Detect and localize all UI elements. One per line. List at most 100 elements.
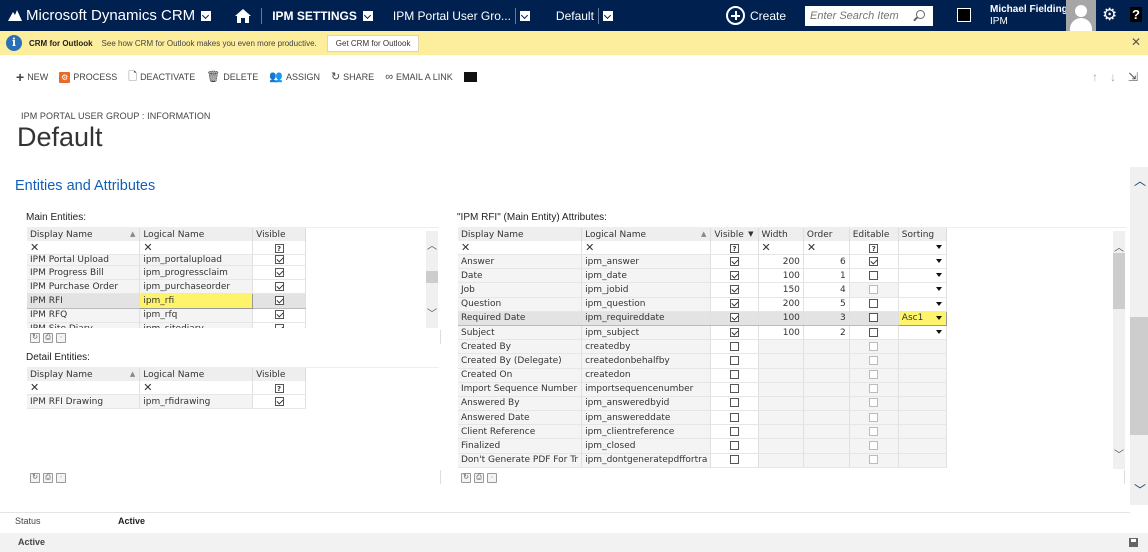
sorting-select[interactable]: Asc1 [897,310,948,326]
width-cell[interactable]: 100 [758,325,804,341]
table-row[interactable]: IPM Progress Bill ipm_progressclaim [27,265,306,281]
next-record-icon[interactable]: ↓ [1109,70,1116,84]
table-row[interactable]: Finalized ipm_closed [458,438,948,454]
clear-filter-icon[interactable]: ✕ [581,241,712,255]
popout-icon[interactable]: ⇲ [1127,70,1138,84]
more-commands-button[interactable] [463,72,480,82]
table-row[interactable]: Don't Generate PDF For Tr ipm_dontgenerat… [458,453,948,468]
help-icon[interactable]: ? [1130,7,1142,22]
sorting-select[interactable] [898,282,948,298]
refresh-icon[interactable]: ↻ [30,333,40,343]
width-cell[interactable]: 100 [758,268,804,284]
order-cell[interactable]: 3 [803,310,850,326]
width-cell[interactable]: 200 [758,297,804,312]
editable-checkbox[interactable] [869,327,879,337]
share-button[interactable]: ↻ SHARE [331,71,374,83]
email-link-button[interactable]: ∞ EMAIL A LINK [385,71,453,83]
new-button[interactable]: + NEW [16,70,48,84]
table-row[interactable]: IPM Portal Upload ipm_portalupload [27,254,306,266]
table-row[interactable]: IPM RFI Drawing ipm_rfidrawing [27,394,306,410]
refresh-icon[interactable]: ↻ [30,473,40,483]
sorting-select[interactable] [898,325,948,341]
app-launcher[interactable]: Microsoft Dynamics CRM [8,7,212,24]
column-header-editable[interactable]: Editable [849,228,899,241]
dropdown-arrow-icon[interactable] [936,315,942,320]
column-header-visible[interactable]: Visible ▼ [710,228,759,241]
refresh-icon[interactable]: ↻ [461,473,471,483]
column-header-display-name[interactable]: Display Name ▲ [27,228,141,241]
width-cell[interactable]: 200 [758,254,804,270]
visible-checkbox[interactable] [274,255,284,264]
table-row[interactable]: IPM Site Diaryipm_sitediary [27,322,306,328]
main-entities-scrollbar[interactable]: ︿ ﹀ [426,231,438,328]
column-header-width[interactable]: Width [758,228,804,241]
clear-filter-icon[interactable]: ✕ [758,241,804,255]
visible-checkbox[interactable] [274,267,284,277]
sorting-select[interactable] [898,268,948,284]
visible-checkbox[interactable] [729,426,739,436]
table-row[interactable]: Created By (Delegate) createdonbehalfby [458,353,948,369]
table-row[interactable]: Answered Date ipm_answereddate [458,410,948,426]
scroll-down-icon[interactable]: ﹀ [1114,450,1124,461]
chevron-down-icon[interactable] [519,10,530,21]
clear-filter-icon[interactable]: ✕ [139,241,254,255]
export-icon[interactable]: ▫ [487,473,497,483]
clear-filter-icon[interactable]: ✕ [139,381,254,395]
filter-checkbox[interactable]: ? [869,243,879,253]
table-row[interactable]: Import Sequence Number importsequencenumb… [458,382,948,397]
dropdown-arrow-icon[interactable] [936,273,942,278]
width-cell[interactable]: 100 [758,310,804,326]
delete-button[interactable]: 🗑 DELETE [206,71,258,83]
column-header-logical-name[interactable]: Logical Name [139,228,254,241]
scroll-up-icon[interactable]: ︿ [1114,243,1124,254]
table-row[interactable]: Created By createdby [458,339,948,355]
attributes-scrollbar[interactable]: ︿ ﹀ [1113,231,1125,469]
search-icon[interactable] [916,10,925,19]
editable-checkbox[interactable] [869,313,879,323]
table-row[interactable]: Answered By ipm_answeredbyid [458,396,948,412]
table-row[interactable]: Subject ipm_subject 100 2 [458,325,948,341]
visible-checkbox[interactable] [729,313,739,323]
visible-checkbox[interactable] [729,341,739,351]
filter-checkbox[interactable]: ? [274,383,284,393]
gear-icon[interactable]: ⚙ [1102,5,1118,24]
dropdown-arrow-icon[interactable] [936,245,942,249]
print-icon[interactable]: ⎙ [474,473,484,483]
print-icon[interactable]: ⎙ [43,473,53,483]
visible-checkbox[interactable] [729,398,739,408]
table-row[interactable]: Date ipm_date 100 1 [458,268,948,284]
clear-filter-icon[interactable]: ✕ [27,381,141,395]
export-icon[interactable]: ▫ [56,333,66,343]
clear-filter-icon[interactable]: ✕ [27,241,141,255]
order-cell[interactable]: 5 [803,297,850,312]
table-row[interactable]: Question ipm_question 200 5 [458,297,948,312]
table-row[interactable]: Created On createdon [458,368,948,383]
visible-checkbox[interactable] [274,396,284,406]
deactivate-button[interactable]: 🗋 DEACTIVATE [128,71,195,83]
assign-button[interactable]: 👥 ASSIGN [269,71,320,83]
column-header-visible[interactable]: Visible [252,368,306,381]
visible-checkbox[interactable] [729,370,739,380]
nav-record[interactable]: Default [556,7,613,24]
nav-entity[interactable]: IPM Portal User Gro... [393,7,530,24]
avatar[interactable] [1066,0,1096,31]
export-icon[interactable]: ▫ [56,473,66,483]
table-row[interactable]: Client Reference ipm_clientreference [458,424,948,440]
editable-checkbox[interactable] [869,299,879,309]
column-header-logical-name[interactable]: Logical Name [139,368,254,381]
scroll-up-icon[interactable]: ︿ [427,241,437,252]
dropdown-arrow-icon[interactable] [936,329,942,334]
clear-filter-icon[interactable]: ✕ [458,241,583,255]
filter-checkbox[interactable]: ? [274,243,284,253]
create-button[interactable]: Create [726,6,786,25]
get-crm-for-outlook-button[interactable]: Get CRM for Outlook [326,34,420,52]
visible-checkbox[interactable] [274,295,284,305]
nav-area-ipm-settings[interactable]: IPM SETTINGS [272,9,373,23]
sorting-select[interactable] [898,297,948,312]
column-header-visible[interactable]: Visible [252,228,306,241]
table-row[interactable]: Answer ipm_answer 200 6 [458,254,948,270]
order-cell[interactable]: 4 [803,282,850,298]
table-row[interactable]: IPM RFQ ipm_rfq [27,308,306,323]
filter-checkbox[interactable]: ? [729,243,739,253]
print-icon[interactable]: ⎙ [43,333,53,343]
